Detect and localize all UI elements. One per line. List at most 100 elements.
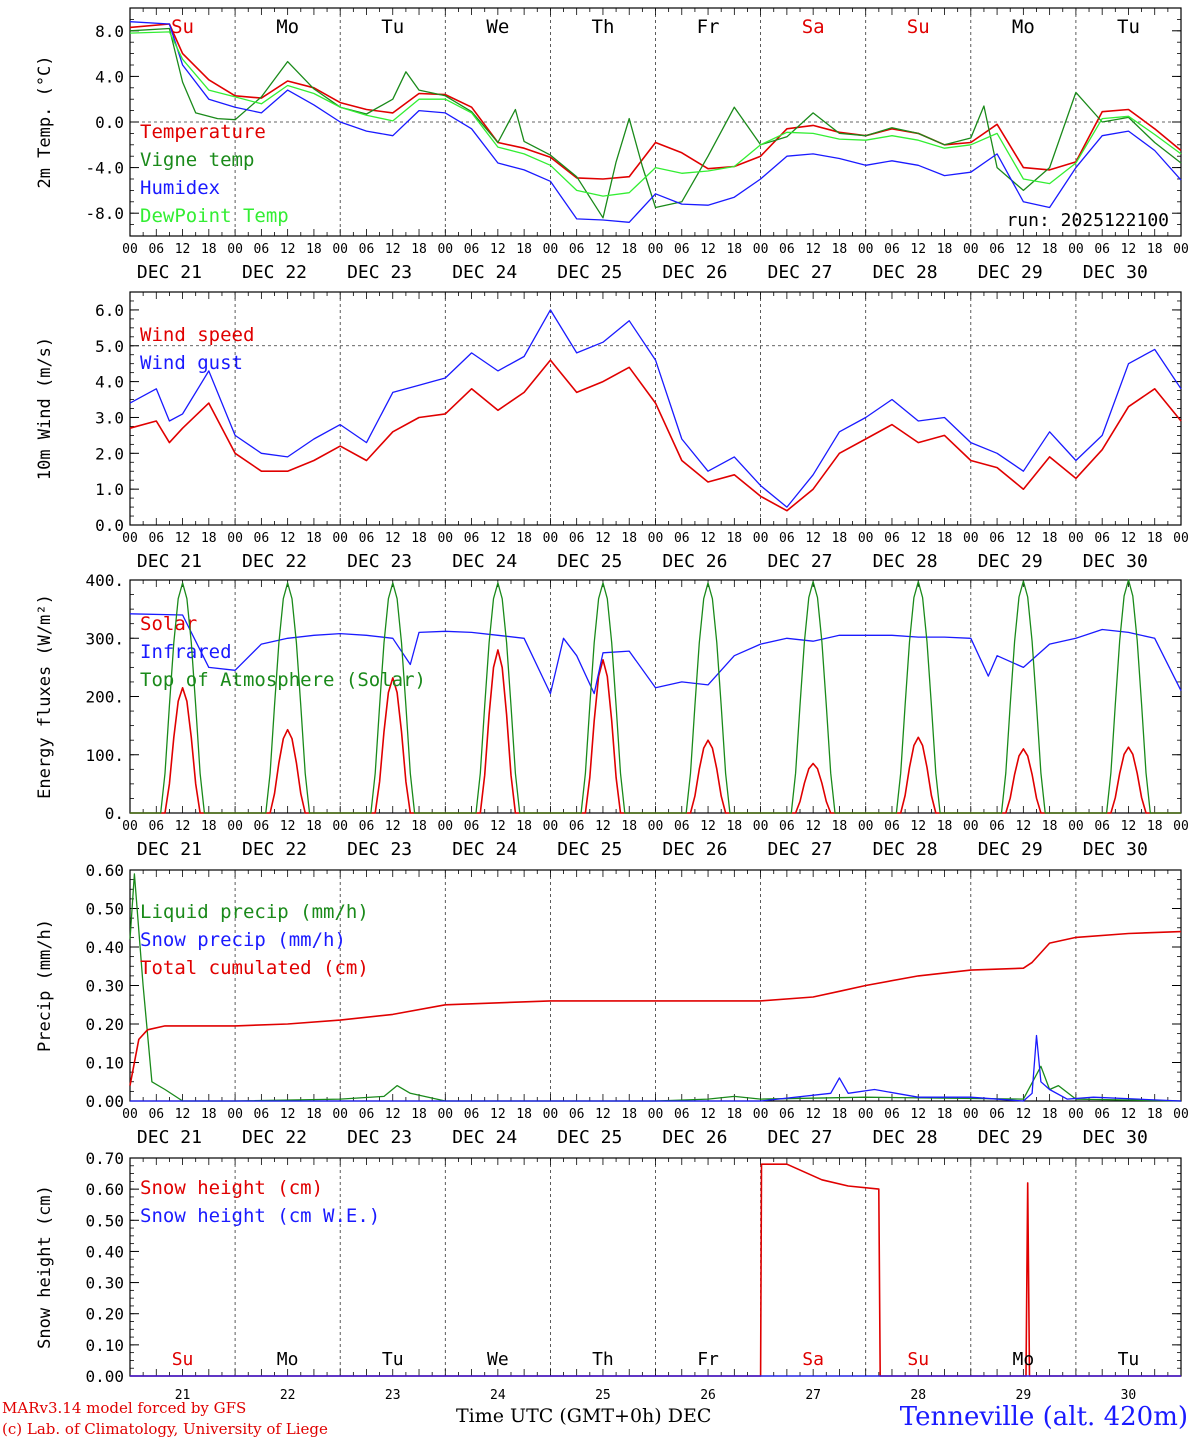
date-label: DEC 30 (1083, 1127, 1148, 1148)
hour-tick-label: 18 (411, 242, 427, 257)
hour-tick-label: 12 (910, 1107, 926, 1122)
hour-tick-label: 12 (595, 819, 611, 834)
hour-tick-label: 12 (175, 531, 191, 546)
date-label: DEC 22 (242, 262, 307, 283)
hour-tick-label: 00 (858, 531, 874, 546)
hour-tick-label: 06 (884, 1107, 900, 1122)
weekday-label: Tu (1118, 1349, 1140, 1370)
hour-tick-label: 06 (884, 531, 900, 546)
model-credit: MARv3.14 model forced by GFS (2, 1399, 247, 1417)
hour-tick-label: 00 (543, 819, 559, 834)
date-label: DEC 25 (557, 551, 622, 572)
hour-tick-label: 12 (700, 242, 716, 257)
hour-tick-label: 00 (1068, 242, 1084, 257)
weekday-label: Su (171, 16, 194, 38)
weekday-label: Mo (276, 16, 299, 38)
y-tick-label: 0.20 (85, 1015, 124, 1034)
hour-tick-label: 06 (989, 531, 1005, 546)
hour-tick-label: 06 (989, 819, 1005, 834)
date-label: DEC 28 (873, 839, 938, 860)
date-label: DEC 24 (452, 262, 517, 283)
hour-tick-label: 18 (726, 531, 742, 546)
hour-tick-label: 18 (201, 242, 217, 257)
legend-entry: Wind speed (140, 324, 254, 346)
hour-tick-label: 06 (254, 819, 270, 834)
hour-tick-label: 00 (122, 1107, 138, 1122)
y-tick-label: 2.0 (95, 444, 124, 463)
legend-entry: Total cumulated (cm) (140, 957, 369, 979)
hour-tick-label: 00 (122, 819, 138, 834)
hour-tick-label: 06 (674, 819, 690, 834)
hour-tick-label: 00 (332, 531, 348, 546)
hour-tick-label: 18 (832, 531, 848, 546)
hour-tick-label: 06 (148, 1107, 164, 1122)
date-label: DEC 27 (767, 551, 832, 572)
weekday-label: Tu (382, 1349, 404, 1370)
hour-tick-label: 18 (726, 1107, 742, 1122)
hour-tick-label: 06 (464, 1107, 480, 1122)
hour-tick-label: 12 (280, 242, 296, 257)
legend-entry: Vigne temp (140, 149, 254, 171)
y-tick-label: 0.30 (85, 1274, 124, 1293)
weekday-label: Mo (277, 1349, 299, 1370)
hour-tick-label: 00 (963, 531, 979, 546)
hour-tick-label: 12 (490, 1107, 506, 1122)
date-label: DEC 28 (873, 1127, 938, 1148)
date-label: DEC 24 (452, 551, 517, 572)
hour-tick-label: 06 (674, 1107, 690, 1122)
date-label: DEC 23 (347, 1127, 412, 1148)
hour-tick-label: 06 (148, 242, 164, 257)
legend-entry: Snow height (cm) (140, 1177, 323, 1199)
hour-tick-label: 00 (543, 1107, 559, 1122)
hour-tick-label: 00 (437, 1107, 453, 1122)
hour-tick-label: 18 (516, 1107, 532, 1122)
hour-tick-label: 12 (385, 531, 401, 546)
y-tick-label: 1.0 (95, 480, 124, 499)
date-label: DEC 25 (557, 262, 622, 283)
weekday-label: Th (592, 1349, 614, 1370)
y-tick-label: 8.0 (95, 22, 124, 41)
hour-tick-label: 18 (621, 531, 637, 546)
hour-tick-label: 06 (254, 242, 270, 257)
day-number-label: 27 (805, 1388, 821, 1403)
hour-tick-label: 12 (805, 242, 821, 257)
hour-tick-label: 18 (726, 819, 742, 834)
weekday-label: Su (907, 1349, 929, 1370)
weekday-label: Fr (697, 16, 720, 38)
date-label: DEC 29 (978, 262, 1043, 283)
y-tick-label: 0.10 (85, 1336, 124, 1355)
hour-tick-label: 00 (963, 1107, 979, 1122)
hour-tick-label: 00 (437, 531, 453, 546)
hour-tick-label: 12 (910, 242, 926, 257)
date-label: DEC 25 (557, 1127, 622, 1148)
hour-tick-label: 00 (437, 242, 453, 257)
y-tick-label: 0.30 (85, 977, 124, 996)
hour-tick-label: 06 (254, 531, 270, 546)
hour-tick-label: 06 (779, 531, 795, 546)
legend-entry: Temperature (140, 121, 266, 143)
hour-tick-label: 00 (543, 531, 559, 546)
series-wind-gust (129, 309, 1182, 508)
date-label: DEC 22 (242, 1127, 307, 1148)
series-temperature (129, 23, 1182, 180)
series-humidex (129, 21, 1182, 223)
date-label: DEC 26 (662, 551, 727, 572)
series-dewpoint-temp (129, 31, 1182, 197)
weekday-label: Sa (802, 16, 825, 38)
hour-tick-label: 12 (805, 1107, 821, 1122)
date-label: DEC 26 (662, 839, 727, 860)
series-snow-precip-mm-h (130, 1034, 1182, 1102)
day-number-label: 30 (1121, 1388, 1137, 1403)
hour-tick-label: 18 (1147, 531, 1163, 546)
hour-tick-label: 00 (122, 531, 138, 546)
y-tick-label: 4.0 (95, 373, 124, 392)
hour-tick-label: 00 (1173, 1107, 1189, 1122)
hour-tick-label: 06 (569, 1107, 585, 1122)
hour-tick-label: 18 (937, 819, 953, 834)
day-number-label: 23 (385, 1388, 401, 1403)
hour-tick-label: 06 (674, 531, 690, 546)
hour-tick-label: 06 (1094, 1107, 1110, 1122)
hour-tick-label: 12 (1121, 242, 1137, 257)
hour-tick-label: 06 (359, 242, 375, 257)
hour-tick-label: 00 (753, 819, 769, 834)
